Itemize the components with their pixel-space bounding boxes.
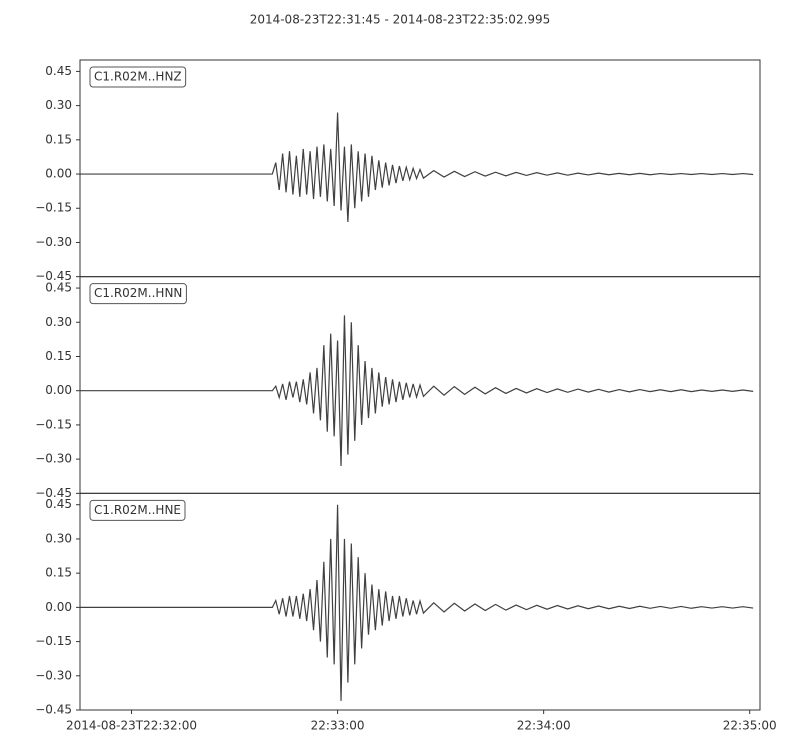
waveform [80,504,754,701]
x-tick-label: 22:33:00 [311,719,365,733]
x-tick-label: 2014-08-23T22:32:00 [66,719,197,733]
y-tick-label: −0.45 [35,486,72,500]
waveform [80,315,754,466]
y-tick-label: 0.45 [45,497,72,511]
trace-label: C1.R02M..HNE [94,503,181,517]
trace-label-box [89,66,187,88]
y-tick-label: 0.00 [45,600,72,614]
trace-label: C1.R02M..HNN [94,286,182,300]
y-tick-label: 0.45 [45,281,72,295]
y-tick-label: 0.30 [45,98,72,112]
y-tick-label: −0.30 [35,668,72,682]
y-tick-label: −0.15 [35,417,72,431]
panel-frame [79,492,761,711]
y-tick-label: −0.45 [35,269,72,283]
y-tick-label: −0.45 [35,703,72,717]
y-tick-label: −0.30 [35,452,72,466]
y-tick-label: 0.00 [45,383,72,397]
y-tick-label: 0.30 [45,531,72,545]
waveform [80,112,754,222]
y-tick-label: −0.30 [35,235,72,249]
y-tick-label: 0.15 [45,566,72,580]
x-tick-label: 22:35:00 [723,719,777,733]
y-tick-label: 0.45 [45,64,72,78]
chart-title: 2014-08-23T22:31:45 - 2014-08-23T22:35:0… [250,13,551,27]
y-tick-label: −0.15 [35,201,72,215]
trace-label-box [89,499,186,521]
y-tick-label: 0.30 [45,315,72,329]
y-tick-label: −0.15 [35,634,72,648]
trace-label: C1.R02M..HNZ [94,70,182,84]
y-tick-label: 0.00 [45,167,72,181]
x-tick-label: 22:34:00 [517,719,571,733]
trace-label-box [89,283,187,305]
y-tick-label: 0.15 [45,349,72,363]
y-tick-label: 0.15 [45,132,72,146]
